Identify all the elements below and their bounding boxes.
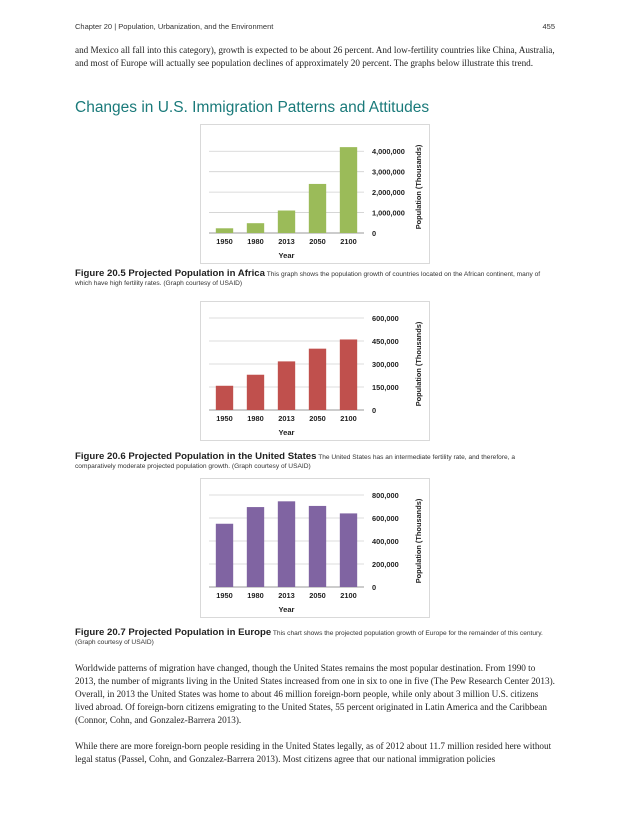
section-title: Changes in U.S. Immigration Patterns and…: [75, 99, 430, 116]
body-paragraph-1: Worldwide patterns of migration have cha…: [75, 663, 555, 725]
y-axis-title: Population (Thousands): [414, 144, 423, 229]
caption-text: This graph shows the population growth o…: [75, 271, 541, 287]
y-tick-label: 200,000: [372, 560, 399, 569]
figure-caption-africa: Figure 20.5 Projected Population in Afri…: [75, 269, 555, 288]
x-tick-label: 1980: [247, 591, 263, 600]
x-tick-label: 2100: [340, 414, 356, 423]
bar: [215, 385, 234, 410]
y-tick-label: 800,000: [372, 491, 399, 500]
x-tick-label: 2100: [340, 237, 356, 246]
bar: [215, 228, 234, 233]
x-axis-title: Year: [278, 251, 294, 260]
bar: [277, 210, 296, 233]
x-tick-label: 2013: [278, 237, 294, 246]
x-tick-label: 2100: [340, 591, 356, 600]
x-tick-label: 1950: [216, 414, 232, 423]
bar: [339, 147, 358, 233]
bar: [246, 223, 265, 233]
y-tick-label: 3,000,000: [372, 168, 405, 177]
bar: [339, 513, 358, 587]
y-tick-label: 400,000: [372, 537, 399, 546]
intro-paragraph: and Mexico all fall into this category),…: [75, 45, 555, 68]
caption-title: Figure 20.7 Projected Population in Euro…: [75, 627, 272, 638]
y-tick-label: 0: [372, 406, 376, 415]
caption-text: The United States has an intermediate fe…: [75, 454, 516, 470]
y-tick-label: 150,000: [372, 383, 399, 392]
x-axis-title: Year: [278, 605, 294, 614]
bar: [246, 507, 265, 587]
bar: [215, 523, 234, 587]
caption-text: This chart shows the projected populatio…: [75, 630, 543, 646]
x-axis-title: Year: [278, 428, 294, 437]
y-tick-label: 0: [372, 583, 376, 592]
body-paragraph-2: While there are more foreign-born people…: [75, 741, 552, 764]
chart-europe-svg: 0 200,000 400,000 600,000 800,000 1950 1980 201…: [209, 491, 423, 614]
bar: [339, 339, 358, 410]
bar: [308, 348, 327, 410]
caption-title: Figure 20.6 Projected Population in the …: [75, 451, 317, 462]
y-tick-label: 600,000: [372, 314, 399, 323]
x-tick-label: 1980: [247, 414, 263, 423]
y-tick-label: 600,000: [372, 514, 399, 523]
caption-title: Figure 20.5 Projected Population in Afri…: [75, 268, 265, 279]
running-header: Chapter 20 | Population, Urbanization, a…: [75, 22, 555, 31]
y-tick-label: 1,000,000: [372, 209, 405, 218]
y-tick-label: 0: [372, 229, 376, 238]
y-axis-title: Population (Thousands): [414, 498, 423, 583]
chapter-title: Chapter 20 | Population, Urbanization, a…: [75, 22, 274, 31]
x-tick-label: 1950: [216, 591, 232, 600]
figure-caption-united-states: Figure 20.6 Projected Population in the …: [75, 452, 555, 471]
x-tick-label: 2050: [309, 591, 325, 600]
chart-africa-svg: 0 1,000,000 2,000,000 3,000,000 4,000,000 195…: [209, 144, 423, 260]
x-tick-label: 1980: [247, 237, 263, 246]
bar: [308, 505, 327, 587]
figure-caption-europe: Figure 20.7 Projected Population in Euro…: [75, 628, 555, 647]
x-tick-label: 1950: [216, 237, 232, 246]
x-tick-label: 2050: [309, 237, 325, 246]
y-axis-title: Population (Thousands): [414, 321, 423, 406]
chart-africa: 0 1,000,000 2,000,000 3,000,000 4,000,000 195…: [200, 124, 430, 264]
x-tick-label: 2013: [278, 591, 294, 600]
chart-united-states: 0 150,000 300,000 450,000 600,000 1950 1980 201…: [200, 301, 430, 441]
bar: [277, 361, 296, 410]
bar: [246, 374, 265, 410]
bar: [308, 183, 327, 233]
y-tick-label: 450,000: [372, 337, 399, 346]
x-tick-label: 2050: [309, 414, 325, 423]
page-number: 455: [542, 22, 555, 31]
chart-united-states-svg: 0 150,000 300,000 450,000 600,000 1950 1980 201…: [209, 314, 423, 437]
y-tick-label: 4,000,000: [372, 147, 405, 156]
bar: [277, 501, 296, 587]
chart-europe: 0 200,000 400,000 600,000 800,000 1950 1980 201…: [200, 478, 430, 618]
y-tick-label: 300,000: [372, 360, 399, 369]
y-tick-label: 2,000,000: [372, 188, 405, 197]
x-tick-label: 2013: [278, 414, 294, 423]
